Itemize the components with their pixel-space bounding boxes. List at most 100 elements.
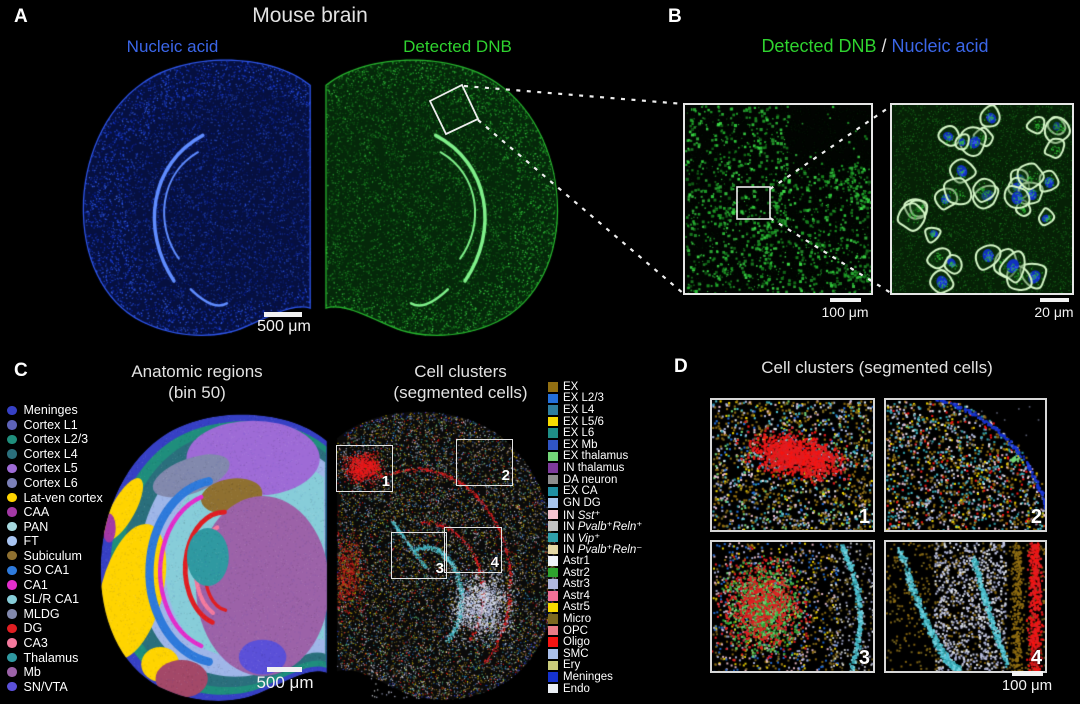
legend-item: IN thalamus <box>548 462 642 474</box>
legend-label: Meninges <box>23 403 78 418</box>
legend-item: MLDG <box>5 607 103 622</box>
roi-box-4-label: 4 <box>490 554 499 571</box>
legend-swatch <box>548 660 558 671</box>
panel-c-scalebar-label: 500 μm <box>256 673 314 692</box>
panel-c-scalebar <box>267 667 302 672</box>
panel-d-tile-4-label: 4 <box>1030 647 1042 669</box>
legend-item: Astr4 <box>548 590 642 602</box>
legend-swatch <box>548 614 558 624</box>
legend-label: Lat-ven cortex <box>23 490 103 505</box>
legend-label: EX L6 <box>563 427 595 440</box>
legend-item: CAA <box>5 505 103 520</box>
legend-swatch <box>7 434 17 445</box>
panel-d-tile-1: 1 <box>710 398 875 532</box>
legend-item: CA1 <box>5 578 103 593</box>
legend-label: Micro <box>563 613 592 625</box>
legend-swatch <box>548 382 558 392</box>
legend-label: SMC <box>563 647 589 660</box>
legend-item: IN Vip⁺ <box>548 532 642 545</box>
legend-label: IN Vip⁺ <box>563 532 601 545</box>
legend-swatch <box>7 550 17 561</box>
legend-item: SL/R CA1 <box>5 592 103 607</box>
legend-swatch <box>548 405 558 415</box>
legend-label: SL/R CA1 <box>23 592 80 607</box>
legend-item: IN Sst⁺ <box>548 509 642 522</box>
legend-label: Astr3 <box>563 578 590 591</box>
legend-item: OPC <box>548 625 642 637</box>
panel-b-title-nucleic: Nucleic acid <box>891 36 989 56</box>
panel-a-detected-dnb-label: Detected DNB <box>403 37 512 56</box>
legend-swatch <box>7 478 17 488</box>
legend-item: Endo <box>548 683 642 695</box>
legend-item: EX L5/6 <box>548 416 642 428</box>
panel-d-letter: D <box>674 356 688 377</box>
legend-item: EX L2/3 <box>548 392 642 404</box>
roi-box-2: 2 <box>456 439 513 486</box>
legend-item: IN Pvalb⁺Reln⁺ <box>548 520 643 534</box>
legend-item: Thalamus <box>5 650 103 665</box>
legend-label: Astr5 <box>563 601 590 614</box>
panel-b-scalebar-left <box>830 298 861 302</box>
legend-label: EX CA <box>563 485 598 498</box>
legend-item: Ery <box>548 659 642 672</box>
panel-c-letter: C <box>14 360 28 381</box>
legend-item: EX L4 <box>548 404 642 416</box>
legend-label: MLDG <box>23 606 60 621</box>
legend-swatch <box>7 405 17 416</box>
legend-label: IN thalamus <box>563 462 625 475</box>
roi-box-3: 3 <box>391 532 447 579</box>
legend-swatch <box>548 672 558 682</box>
legend-item: Astr5 <box>548 601 642 614</box>
legend-swatch <box>548 521 558 531</box>
legend-swatch <box>548 474 558 485</box>
legend-item: Mb <box>5 665 103 680</box>
legend-item: Cortex L1 <box>5 418 103 433</box>
legend-label: Astr4 <box>563 589 590 602</box>
legend-swatch <box>7 521 17 532</box>
legend-label: IN Pvalb⁺Reln⁺ <box>563 521 643 534</box>
legend-swatch <box>548 532 558 543</box>
legend-swatch <box>548 451 558 462</box>
legend-swatch <box>7 536 17 546</box>
legend-label: Astr2 <box>563 566 590 579</box>
panel-b-dnb-image-box <box>683 103 873 295</box>
panel-d-tile-1-image <box>712 400 873 530</box>
panel-d-tile-1-label: 1 <box>858 506 870 528</box>
legend-item: Astr3 <box>548 578 642 590</box>
legend-label: CAA <box>23 505 50 520</box>
legend-item: Cortex L6 <box>5 476 103 491</box>
panel-b-scalebar-right-label: 20 μm <box>1034 304 1074 320</box>
legend-swatch <box>7 609 17 619</box>
legend-swatch <box>548 649 558 659</box>
legend-swatch <box>548 579 558 589</box>
legend-label: DA neuron <box>563 473 618 486</box>
legend-label: IN Pvalb⁺Reln⁻ <box>563 544 643 557</box>
panel-d-tile-2-label: 2 <box>1030 506 1042 528</box>
legend-label: CA3 <box>23 636 48 651</box>
panel-c-left-title: Anatomic regions <box>131 362 263 381</box>
panel-b-letter: B <box>668 6 682 27</box>
panel-c-anatomic-regions-image <box>96 412 334 702</box>
legend-label: OPC <box>563 624 588 637</box>
legend-swatch <box>548 556 558 566</box>
legend-label: Mb <box>23 665 41 680</box>
panel-a-scalebar-label: 500 μm <box>257 318 311 335</box>
legend-item: EX L6 <box>548 427 642 439</box>
panel-c-right-subtitle: (segmented cells) <box>393 383 528 402</box>
panel-b-dnb-image <box>685 105 871 293</box>
legend-item: Meninges <box>5 403 103 418</box>
legend-swatch <box>7 449 17 459</box>
legend-item: DA neuron <box>548 474 642 486</box>
legend-swatch <box>7 638 17 648</box>
legend-swatch <box>7 492 17 503</box>
roi-box-4: 4 <box>444 527 502 573</box>
legend-label: SN/VTA <box>23 679 68 694</box>
legend-item: SMC <box>548 648 642 660</box>
legend-item: CA3 <box>5 636 103 651</box>
legend-label: Ery <box>563 659 581 672</box>
panel-b-segmented-image <box>892 105 1072 293</box>
legend-item: DG <box>5 621 103 636</box>
legend-swatch <box>548 602 558 613</box>
panel-d-tile-2-image <box>886 400 1045 530</box>
legend-swatch <box>7 463 17 474</box>
